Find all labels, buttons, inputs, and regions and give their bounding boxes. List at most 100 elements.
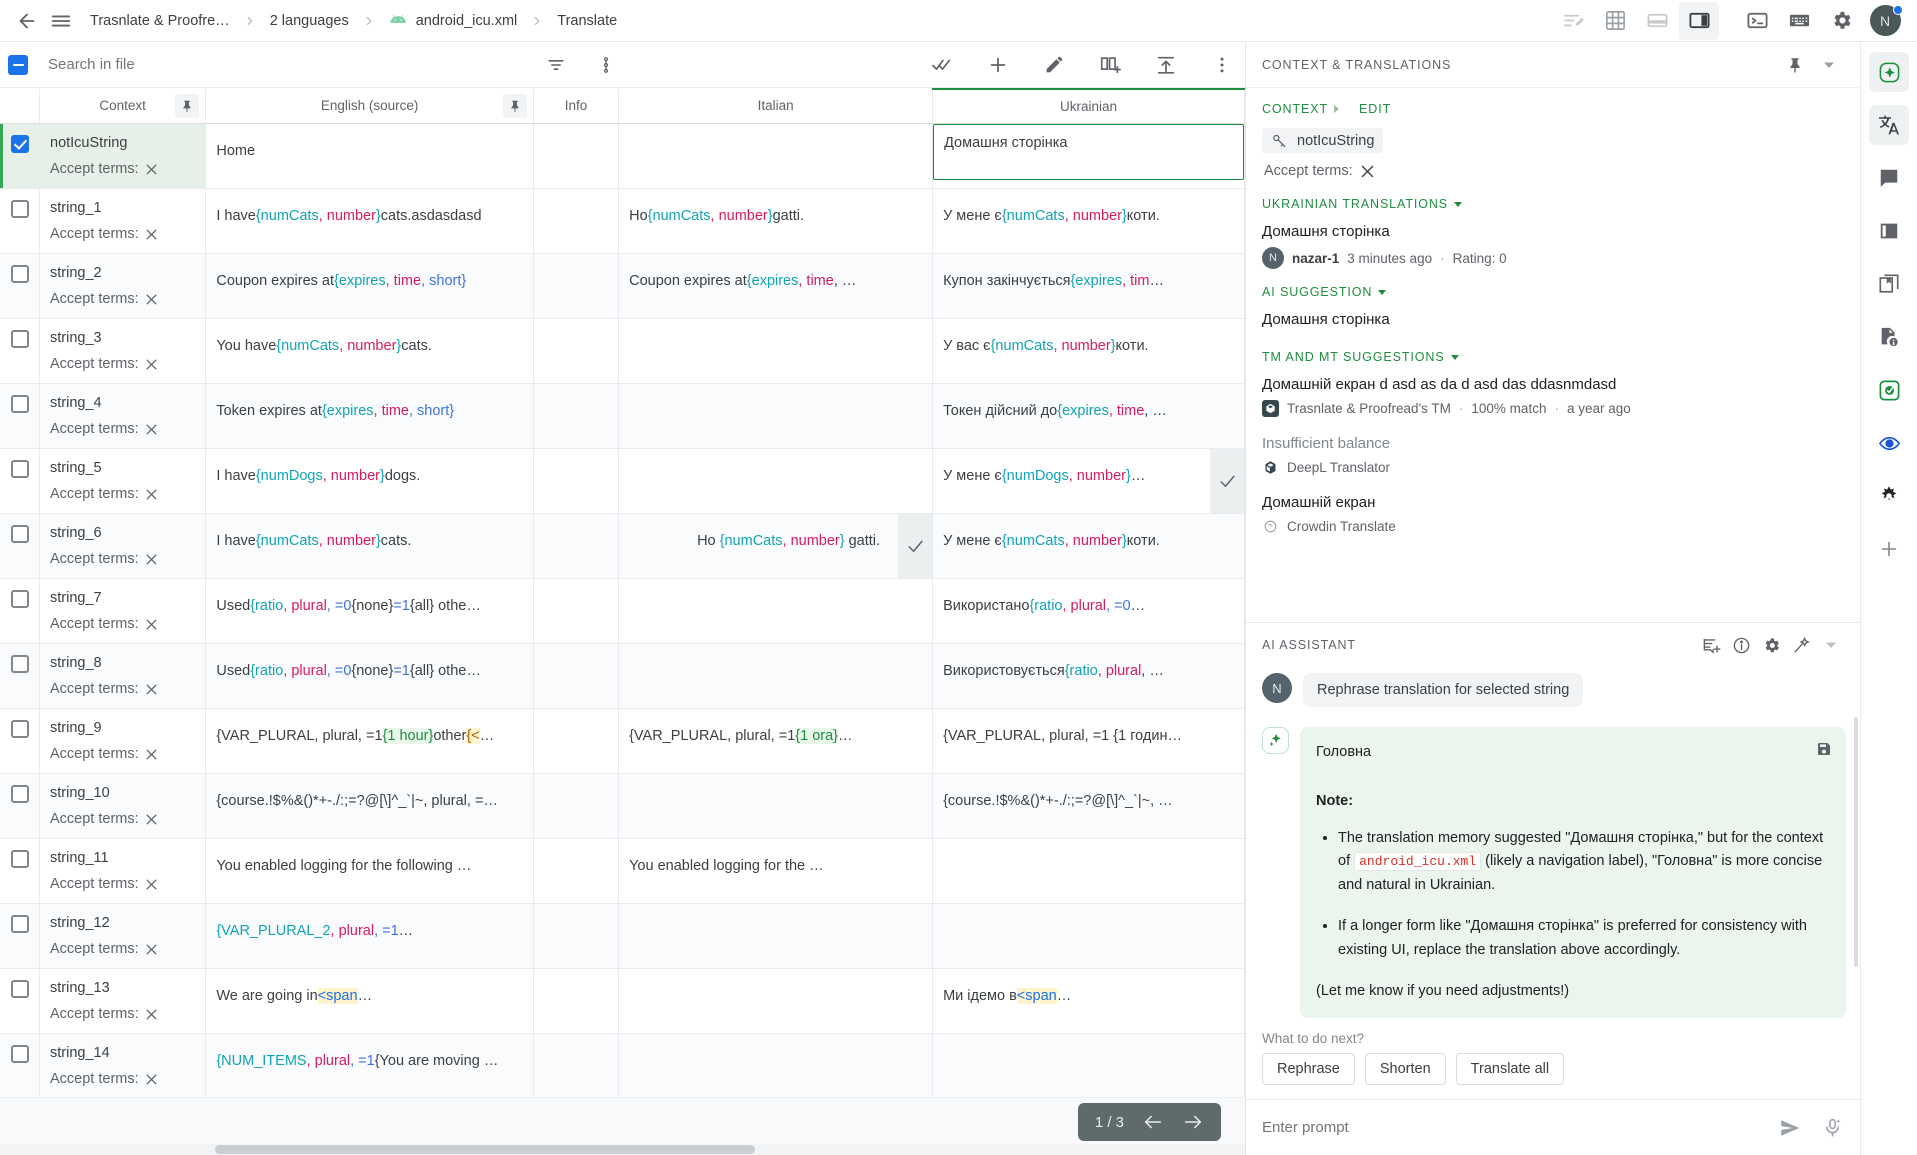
close-icon[interactable] — [145, 1073, 158, 1086]
table-row[interactable]: string_14 Accept terms: {NUM_ITEMS, plur… — [0, 1033, 1245, 1097]
qa-check-icon[interactable] — [1869, 370, 1909, 410]
scrollbar-thumb[interactable] — [215, 1145, 755, 1154]
keyboard-icon[interactable] — [1779, 2, 1819, 40]
row-checkbox[interactable] — [10, 265, 29, 283]
row-source-cell[interactable]: I have {numDogs, number} dogs. — [205, 448, 534, 514]
header-ukrainian[interactable]: Ukrainian — [932, 88, 1245, 124]
shorten-button[interactable]: Shorten — [1364, 1053, 1446, 1085]
ai-suggestion-toggle[interactable]: AI SUGGESTION — [1262, 285, 1844, 299]
row-italian-cell[interactable]: Coupon expires at {expires, time, … — [618, 253, 934, 319]
row-context-cell[interactable]: string_1 Accept terms: — [39, 188, 207, 254]
split-segment-icon[interactable] — [1093, 48, 1127, 82]
row-source-cell[interactable]: Coupon expires at {expires, time, short} — [205, 253, 534, 319]
single-row-view-icon[interactable] — [1637, 2, 1677, 40]
row-italian-cell[interactable] — [618, 643, 934, 709]
comments-icon[interactable] — [1869, 158, 1909, 198]
row-info-cell[interactable] — [533, 708, 620, 774]
row-checkbox-cell[interactable] — [0, 448, 40, 514]
row-source-cell[interactable]: You have {numCats, number} cats. — [205, 318, 534, 384]
row-info-cell[interactable] — [533, 513, 620, 579]
close-icon[interactable] — [145, 553, 158, 566]
row-ukrainian-cell[interactable]: Токен дійсний до {expires, time, … — [932, 383, 1245, 449]
row-italian-cell[interactable] — [618, 448, 934, 514]
row-italian-cell[interactable] — [618, 123, 934, 189]
header-info[interactable]: Info — [533, 89, 620, 124]
row-ukrainian-cell[interactable]: Ми ідемо в <span … — [932, 968, 1245, 1034]
row-ukrainian-cell[interactable]: Використовується {ratio, plural, … — [932, 643, 1245, 709]
table-row[interactable]: notIcuString Accept terms: Home — [0, 123, 1245, 189]
row-context-cell[interactable]: string_9 Accept terms: — [39, 708, 207, 774]
close-icon[interactable] — [145, 943, 158, 956]
ukrainian-translations-toggle[interactable]: UKRAINIAN TRANSLATIONS — [1262, 197, 1844, 211]
row-info-cell[interactable] — [533, 318, 620, 384]
current-translation-text[interactable]: Домашня сторінка — [1262, 223, 1390, 240]
rephrase-button[interactable]: Rephrase — [1262, 1053, 1355, 1085]
row-info-cell[interactable] — [533, 968, 620, 1034]
row-checkbox[interactable] — [10, 980, 29, 998]
approve-check-icon[interactable] — [1210, 449, 1244, 513]
row-info-cell[interactable] — [533, 448, 620, 514]
context-section-toggle[interactable]: CONTEXT — [1262, 102, 1340, 116]
upload-icon[interactable] — [1149, 48, 1183, 82]
row-italian-cell[interactable]: You enabled logging for the … — [618, 838, 934, 904]
string-key-chip[interactable]: notIcuString — [1262, 128, 1384, 153]
row-checkbox-cell[interactable] — [0, 318, 40, 384]
row-ukrainian-cell[interactable] — [932, 1033, 1245, 1097]
breadcrumb-languages[interactable]: 2 languages — [269, 12, 349, 29]
row-italian-cell[interactable]: Ho {numCats, number} gatti. — [618, 513, 934, 579]
row-context-cell[interactable]: string_13 Accept terms: — [39, 968, 207, 1034]
row-info-cell[interactable] — [533, 123, 620, 189]
row-source-cell[interactable]: {NUM_ITEMS, plural, =1 {You are moving … — [205, 1033, 534, 1097]
translate-icon[interactable] — [1869, 105, 1909, 145]
row-info-cell[interactable] — [533, 643, 620, 709]
row-info-cell[interactable] — [533, 773, 620, 839]
breadcrumb-project[interactable]: Trasnlate & Proofre… — [90, 12, 230, 29]
row-source-cell[interactable]: Used {ratio, plural, =0 {none} =1 {all} … — [205, 578, 534, 644]
row-checkbox[interactable] — [10, 330, 29, 348]
row-info-cell[interactable] — [533, 1033, 620, 1097]
table-row[interactable]: string_13 Accept terms: We are going in … — [0, 968, 1245, 1034]
chat-scrollbar[interactable] — [1854, 717, 1858, 967]
row-checkbox-cell[interactable] — [0, 123, 40, 189]
filter-icon[interactable] — [539, 48, 573, 82]
file-info-icon[interactable] — [1869, 317, 1909, 357]
row-checkbox[interactable] — [10, 915, 29, 933]
row-italian-cell[interactable] — [618, 383, 934, 449]
microphone-ai-icon[interactable] — [1816, 1112, 1848, 1144]
row-italian-cell[interactable] — [618, 1033, 934, 1097]
translation-author[interactable]: nazar-1 — [1292, 250, 1340, 266]
close-icon[interactable] — [145, 878, 158, 891]
more-vertical-icon[interactable] — [1205, 48, 1239, 82]
row-info-cell[interactable] — [533, 838, 620, 904]
chevron-down-icon[interactable] — [1816, 630, 1846, 660]
row-context-cell[interactable]: string_12 Accept terms: — [39, 903, 207, 969]
comment-edit-icon[interactable] — [1553, 2, 1593, 40]
translate-all-button[interactable]: Translate all — [1455, 1053, 1565, 1085]
row-source-cell[interactable]: We are going in <span … — [205, 968, 534, 1034]
row-checkbox-cell[interactable] — [0, 188, 40, 254]
row-checkbox[interactable] — [10, 785, 29, 803]
breadcrumb-file[interactable]: android_icu.xml — [389, 13, 517, 29]
grid-view-icon[interactable] — [1595, 2, 1635, 40]
info-icon[interactable] — [1726, 630, 1756, 660]
pin-icon[interactable] — [1778, 48, 1812, 82]
row-info-cell[interactable] — [533, 578, 620, 644]
row-checkbox-cell[interactable] — [0, 968, 40, 1034]
row-checkbox[interactable] — [10, 590, 29, 608]
tm-mt-suggestions-toggle[interactable]: TM AND MT SUGGESTIONS — [1262, 350, 1844, 364]
row-ukrainian-cell[interactable]: У мене є {numCats, number} коти. — [932, 188, 1245, 254]
close-icon[interactable] — [145, 358, 158, 371]
row-ukrainian-cell[interactable]: Використано {ratio, plural, =0 … — [932, 578, 1245, 644]
row-source-cell[interactable]: {course.!$%&()*+-./:;=?@[\]^_`|~, plural… — [205, 773, 534, 839]
row-source-cell[interactable]: I have {numCats, number} cats. — [205, 513, 534, 579]
row-italian-cell[interactable] — [618, 903, 934, 969]
close-icon[interactable] — [1360, 164, 1375, 179]
prompt-input[interactable] — [1262, 1119, 1764, 1136]
back-arrow-icon[interactable] — [10, 4, 44, 38]
row-source-cell[interactable]: You enabled logging for the following … — [205, 838, 534, 904]
row-checkbox-cell[interactable] — [0, 643, 40, 709]
row-source-cell[interactable]: {VAR_PLURAL, plural, =1 {1 hour} other {… — [205, 708, 534, 774]
row-ukrainian-cell[interactable]: Домашня сторінка — [932, 123, 1245, 189]
row-checkbox-cell[interactable] — [0, 578, 40, 644]
row-checkbox-cell[interactable] — [0, 383, 40, 449]
